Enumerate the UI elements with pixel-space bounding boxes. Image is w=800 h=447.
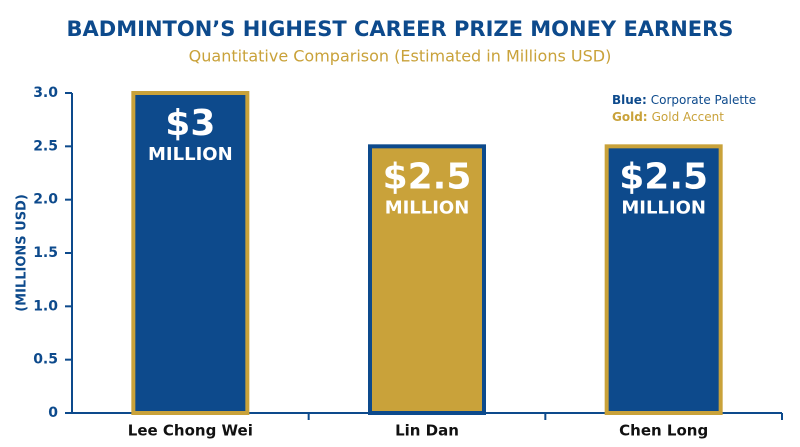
bar: [368, 144, 486, 415]
value-label: $2.5 MILLION: [619, 156, 708, 218]
x-tick-label: Lee Chong Wei: [128, 422, 253, 440]
legend-key: Blue:: [612, 93, 647, 107]
legend-key: Gold:: [612, 110, 648, 124]
legend-text: Gold Accent: [652, 110, 725, 124]
bar: [131, 91, 250, 415]
legend-text: Corporate Palette: [651, 93, 756, 107]
y-axis-label: (MILLIONS USD): [15, 194, 30, 312]
y-tick-label: 0.5: [33, 352, 58, 368]
y-tick-label: 1.0: [33, 298, 58, 314]
legend-entry: Gold: Gold Accent: [612, 110, 724, 124]
y-tick-label: 2.5: [33, 138, 58, 154]
chart-title: BADMINTON’S HIGHEST CAREER PRIZE MONEY E…: [67, 17, 734, 41]
chart-subtitle: Quantitative Comparison (Estimated in Mi…: [189, 47, 612, 66]
x-tick-label: Chen Long: [619, 422, 708, 440]
y-tick-label: 1.5: [33, 245, 58, 261]
legend-entry: Blue: Corporate Palette: [612, 93, 756, 107]
y-tick-label: 3.0: [33, 85, 58, 101]
value-label: $3 MILLION: [148, 103, 233, 165]
y-tick-label: 0: [48, 405, 58, 421]
y-tick-label: 2.0: [33, 192, 58, 208]
bar: [604, 144, 723, 415]
x-tick-label: Lin Dan: [395, 422, 459, 440]
value-label: $2.5 MILLION: [383, 156, 472, 218]
